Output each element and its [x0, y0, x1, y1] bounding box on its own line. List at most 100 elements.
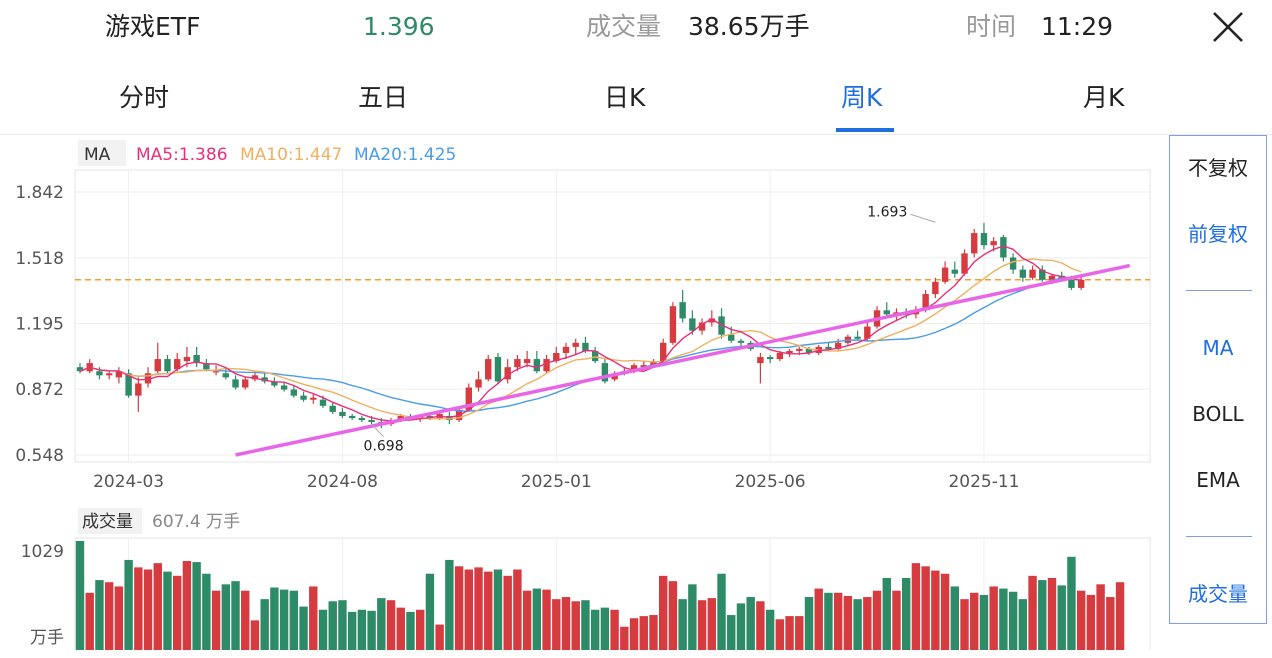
candle-body	[280, 385, 288, 390]
ma-legend-tag-bg	[78, 140, 126, 166]
candle-body	[776, 352, 784, 360]
candle-body	[523, 359, 531, 364]
volume-bar	[367, 610, 376, 650]
candle-body	[300, 395, 307, 400]
volume-bar	[707, 598, 716, 650]
time-tick-label: 2024-08	[307, 472, 378, 492]
tab-daily-k[interactable]: 日K	[604, 83, 646, 112]
candle-body	[728, 334, 735, 341]
volume-bar	[435, 624, 444, 650]
panel-divider	[1186, 290, 1252, 291]
candle-body	[679, 302, 686, 319]
candle-body	[465, 387, 472, 410]
candle-body	[630, 365, 638, 372]
volume-bar	[163, 571, 172, 650]
candle-body	[290, 389, 298, 396]
low-price-annotation: 0.698	[364, 439, 404, 455]
candle-body	[1019, 269, 1027, 278]
volume-legend-tag: 成交量	[82, 512, 133, 532]
volume-bar	[804, 597, 814, 650]
tab-weekly-k[interactable]: 周K	[841, 83, 883, 112]
candle-body	[854, 336, 861, 339]
volume-bar	[309, 586, 318, 650]
volume-bar	[241, 590, 250, 650]
price-grid	[75, 191, 1150, 456]
quote-header: 游戏ETF 1.396 成交量 38.65万手 时间 11:29	[0, 0, 1272, 56]
volume-bar	[571, 601, 580, 650]
time-tick-label: 2025-01	[521, 472, 592, 492]
security-name: 游戏ETF	[105, 12, 201, 41]
volume-bar	[513, 569, 522, 650]
price-tick-label: 0.548	[15, 446, 64, 466]
volume-bar	[746, 597, 755, 650]
price-axis-labels: 1.842 1.518 1.195 0.872 0.548	[15, 183, 64, 466]
tab-five-day[interactable]: 五日	[358, 83, 409, 112]
ma-indicator-option[interactable]: MA	[1202, 336, 1234, 360]
candle-body	[329, 405, 336, 412]
volume-bar	[484, 571, 493, 650]
time-tick-label: 2025-11	[948, 472, 1019, 492]
candle-body	[96, 371, 103, 376]
panel-divider	[1186, 536, 1252, 537]
tab-intraday[interactable]: 分时	[119, 83, 170, 112]
volume-bar	[561, 597, 571, 650]
candle-body	[446, 415, 453, 421]
volume-bar	[357, 609, 367, 650]
volume-bar	[1076, 590, 1086, 650]
ma-legend-tag: MA	[84, 145, 111, 165]
candle-body	[339, 411, 346, 416]
volume-bar	[522, 590, 532, 650]
candle-body	[941, 267, 949, 282]
volume-bar	[454, 566, 464, 650]
volume-bar	[960, 599, 969, 650]
volume-bar	[629, 618, 639, 650]
candle-body	[232, 379, 239, 388]
volume-bar	[940, 573, 950, 650]
candle-body	[543, 359, 550, 372]
volume-bar	[736, 603, 746, 650]
volume-bar	[542, 589, 551, 650]
volume-bar	[85, 592, 94, 650]
volume-bar	[581, 600, 590, 650]
volume-bar	[182, 561, 192, 650]
volume-bar	[921, 566, 930, 650]
volume-bar	[416, 609, 425, 650]
candle-body	[105, 373, 113, 376]
boll-indicator-option[interactable]: BOLL	[1192, 402, 1244, 426]
candle-body	[174, 359, 181, 370]
volume-bar	[552, 599, 561, 650]
price-tick-label: 1.842	[15, 183, 64, 203]
volume-indicator-option[interactable]: 成交量	[1188, 582, 1248, 606]
candle-body	[125, 373, 132, 396]
no-adjust-option[interactable]: 不复权	[1188, 156, 1248, 180]
support-trend-line	[235, 263, 1131, 457]
volume-bar	[173, 575, 182, 650]
indicator-panel: 不复权 前复权 MA BOLL EMA 成交量	[1169, 135, 1267, 624]
candle-body	[805, 348, 813, 353]
close-button[interactable]	[1206, 8, 1248, 48]
forward-adjust-option[interactable]: 前复权	[1188, 222, 1248, 246]
candle-body	[76, 367, 84, 372]
candle-body	[737, 340, 745, 343]
volume-bar	[75, 541, 85, 650]
candle-body	[834, 342, 842, 349]
candle-body	[572, 342, 579, 347]
candle-body	[368, 420, 375, 423]
kline-chart[interactable]: MA MA5:1.386 MA10:1.447 MA20:1.425 1.842…	[0, 135, 1272, 658]
candle-body	[864, 326, 871, 339]
tab-monthly-k[interactable]: 月K	[1083, 83, 1125, 112]
candle-body	[310, 397, 317, 400]
volume-bar	[775, 619, 785, 650]
volume-bar	[270, 587, 279, 650]
volume-bar	[892, 590, 901, 650]
volume-bar	[1008, 591, 1018, 650]
moving-average-lines	[79, 245, 1082, 422]
candle-body	[242, 379, 249, 388]
volume-bar	[1028, 575, 1037, 650]
ma20-line	[79, 274, 1082, 412]
candle-body	[485, 359, 492, 380]
ema-indicator-option[interactable]: EMA	[1196, 468, 1240, 492]
volume-bar	[493, 569, 503, 650]
candle-body	[961, 253, 968, 274]
volume-axis-max: 1029	[21, 542, 64, 562]
